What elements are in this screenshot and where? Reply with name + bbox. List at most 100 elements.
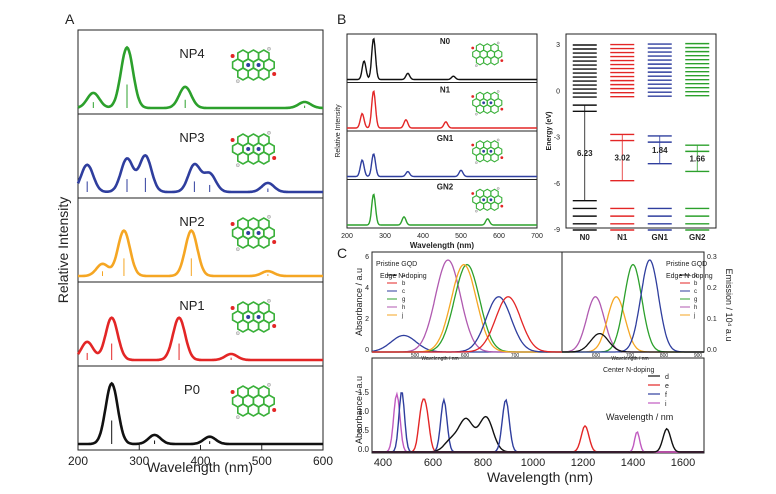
panel-c-bottom-xtick: 1200 (571, 457, 595, 469)
hydrogen-atom (474, 64, 478, 68)
panel-c-bottom-xtick: 400 (374, 457, 392, 469)
molecule-ring (490, 104, 499, 114)
panel-b-energy-ylabel: Energy (eV) (546, 112, 553, 151)
panel-c-top-right-ylabel: Emission / 10⁴ a.u (724, 269, 734, 342)
nitrogen-atom (256, 147, 261, 151)
hydrogen-atom (267, 46, 271, 51)
molecule-ring (257, 319, 270, 333)
molecule-ring (237, 403, 249, 417)
panel-c-xlabel: Wavelength (nm) (487, 469, 593, 485)
nitrogen-atom (489, 101, 493, 105)
molecule-ring (257, 67, 270, 81)
energy-column-label: GN2 (689, 233, 706, 242)
panel-c-bottom-trace (372, 424, 704, 453)
panel-c-abs-trace (372, 296, 562, 353)
panel-a-trace-label: NP3 (179, 130, 204, 145)
legend-letter: c (694, 289, 697, 295)
panel-c-label: C (337, 245, 347, 261)
panel-c-tl-xtick: 500 (411, 353, 420, 359)
hydrogen-atom (267, 130, 271, 135)
panel-b-energy-ytick: -6 (554, 181, 560, 188)
oxygen-atom (471, 95, 475, 98)
molecule-ring (257, 235, 270, 249)
molecule-ring (247, 235, 260, 249)
panel-a-trace (76, 153, 323, 194)
molecule-ring (490, 152, 499, 163)
nitrogen-atom (489, 149, 493, 153)
panel-c-tr-ytick: 0.2 (707, 285, 717, 292)
oxygen-atom (500, 204, 504, 208)
panel-a-molecule (230, 298, 277, 336)
panel-c-bottom-trace (372, 398, 704, 453)
hydrogen-atom (267, 298, 271, 303)
panel-b-trace-label: GN2 (437, 183, 454, 192)
panel-c-mini-xlabel-right: Wavelength / nm (611, 356, 648, 362)
oxygen-atom (500, 59, 504, 62)
molecule-ring (483, 152, 492, 163)
hydrogen-atom (496, 90, 500, 93)
legend-letter: a (402, 273, 406, 279)
panel-c-tr-xtick: 800 (660, 353, 669, 359)
hydrogen-atom (474, 209, 478, 213)
panel-b-ylabel: Relative Intensity (335, 104, 342, 158)
nitrogen-atom (256, 63, 261, 67)
panel-c-bottom-frame (371, 357, 705, 454)
panel-a-trace (76, 316, 323, 362)
panel-b-molecule (471, 90, 504, 116)
panel-b-trace (347, 153, 537, 178)
panel-b-molecule (471, 187, 504, 213)
molecule-ring (483, 55, 492, 66)
panel-b-trace (347, 193, 537, 226)
panel-c-tr-legend-title: Pristine GQD (666, 261, 707, 268)
oxygen-atom (230, 306, 235, 310)
nitrogen-atom (246, 63, 251, 67)
legend-letter: c (402, 289, 405, 295)
panel-c-tl-xtick: 600 (461, 353, 470, 359)
legend-letter: g (402, 297, 405, 303)
panel-c-top-left-ylabel: Absorbance / a.u (354, 268, 364, 336)
panel-c-tr-ytick: 0.3 (707, 254, 717, 261)
molecule-ring (237, 235, 249, 249)
panel-a-xtick-label: 500 (252, 454, 272, 468)
panel-c-tl-xtick: 700 (511, 353, 520, 359)
legend-letter: b (402, 281, 406, 287)
panel-a-trace-label: NP4 (179, 46, 204, 61)
hydrogen-atom (496, 41, 500, 45)
panel-c-bottom-xtick: 1400 (621, 457, 645, 469)
panel-c-bottom-trace (372, 398, 704, 453)
panel-c-em-trace (562, 296, 704, 353)
panel-c-bottom-ytick: 0.5 (358, 426, 370, 435)
panel-b-trace (347, 90, 537, 129)
panel-c-tr-xtick: 700 (626, 353, 635, 359)
panel-c-bottom-ytick: 1.0 (358, 407, 370, 416)
panel-c-bottom-legend-title: Center N-doping (603, 367, 654, 374)
panel-b-energy-ytick: -3 (554, 135, 560, 142)
energy-column-label: N1 (617, 233, 628, 242)
panel-b-xtick-label: 300 (379, 233, 391, 240)
bottom-legend-letter: d (665, 374, 669, 381)
panel-c-bottom-xtick: 1000 (521, 457, 545, 469)
panel-b-trace-label: N0 (440, 37, 451, 46)
nitrogen-atom (256, 231, 261, 235)
panel-b-xlabel: Wavelength (nm) (410, 241, 474, 250)
hydrogen-atom (235, 415, 240, 420)
bottom-legend-letter: f (665, 392, 667, 399)
hydrogen-atom (267, 214, 271, 219)
panel-c-mini-xlabel-left: Wavelength / nm (421, 356, 458, 362)
panel-b-energy-ytick: 3 (556, 42, 560, 49)
panel-a-xtick-label: 400 (190, 454, 210, 468)
legend-letter: j (693, 313, 695, 319)
energy-gap-value: 3.02 (614, 154, 630, 163)
oxygen-atom (230, 222, 235, 226)
molecule-ring (490, 201, 499, 211)
hydrogen-atom (267, 382, 271, 387)
nitrogen-atom (482, 198, 486, 202)
panel-c-tl-ytick: 6 (365, 254, 369, 261)
oxygen-atom (272, 240, 277, 244)
oxygen-atom (471, 46, 475, 50)
molecule-ring (247, 151, 260, 165)
nitrogen-atom (256, 315, 261, 319)
molecule-ring (490, 55, 499, 66)
